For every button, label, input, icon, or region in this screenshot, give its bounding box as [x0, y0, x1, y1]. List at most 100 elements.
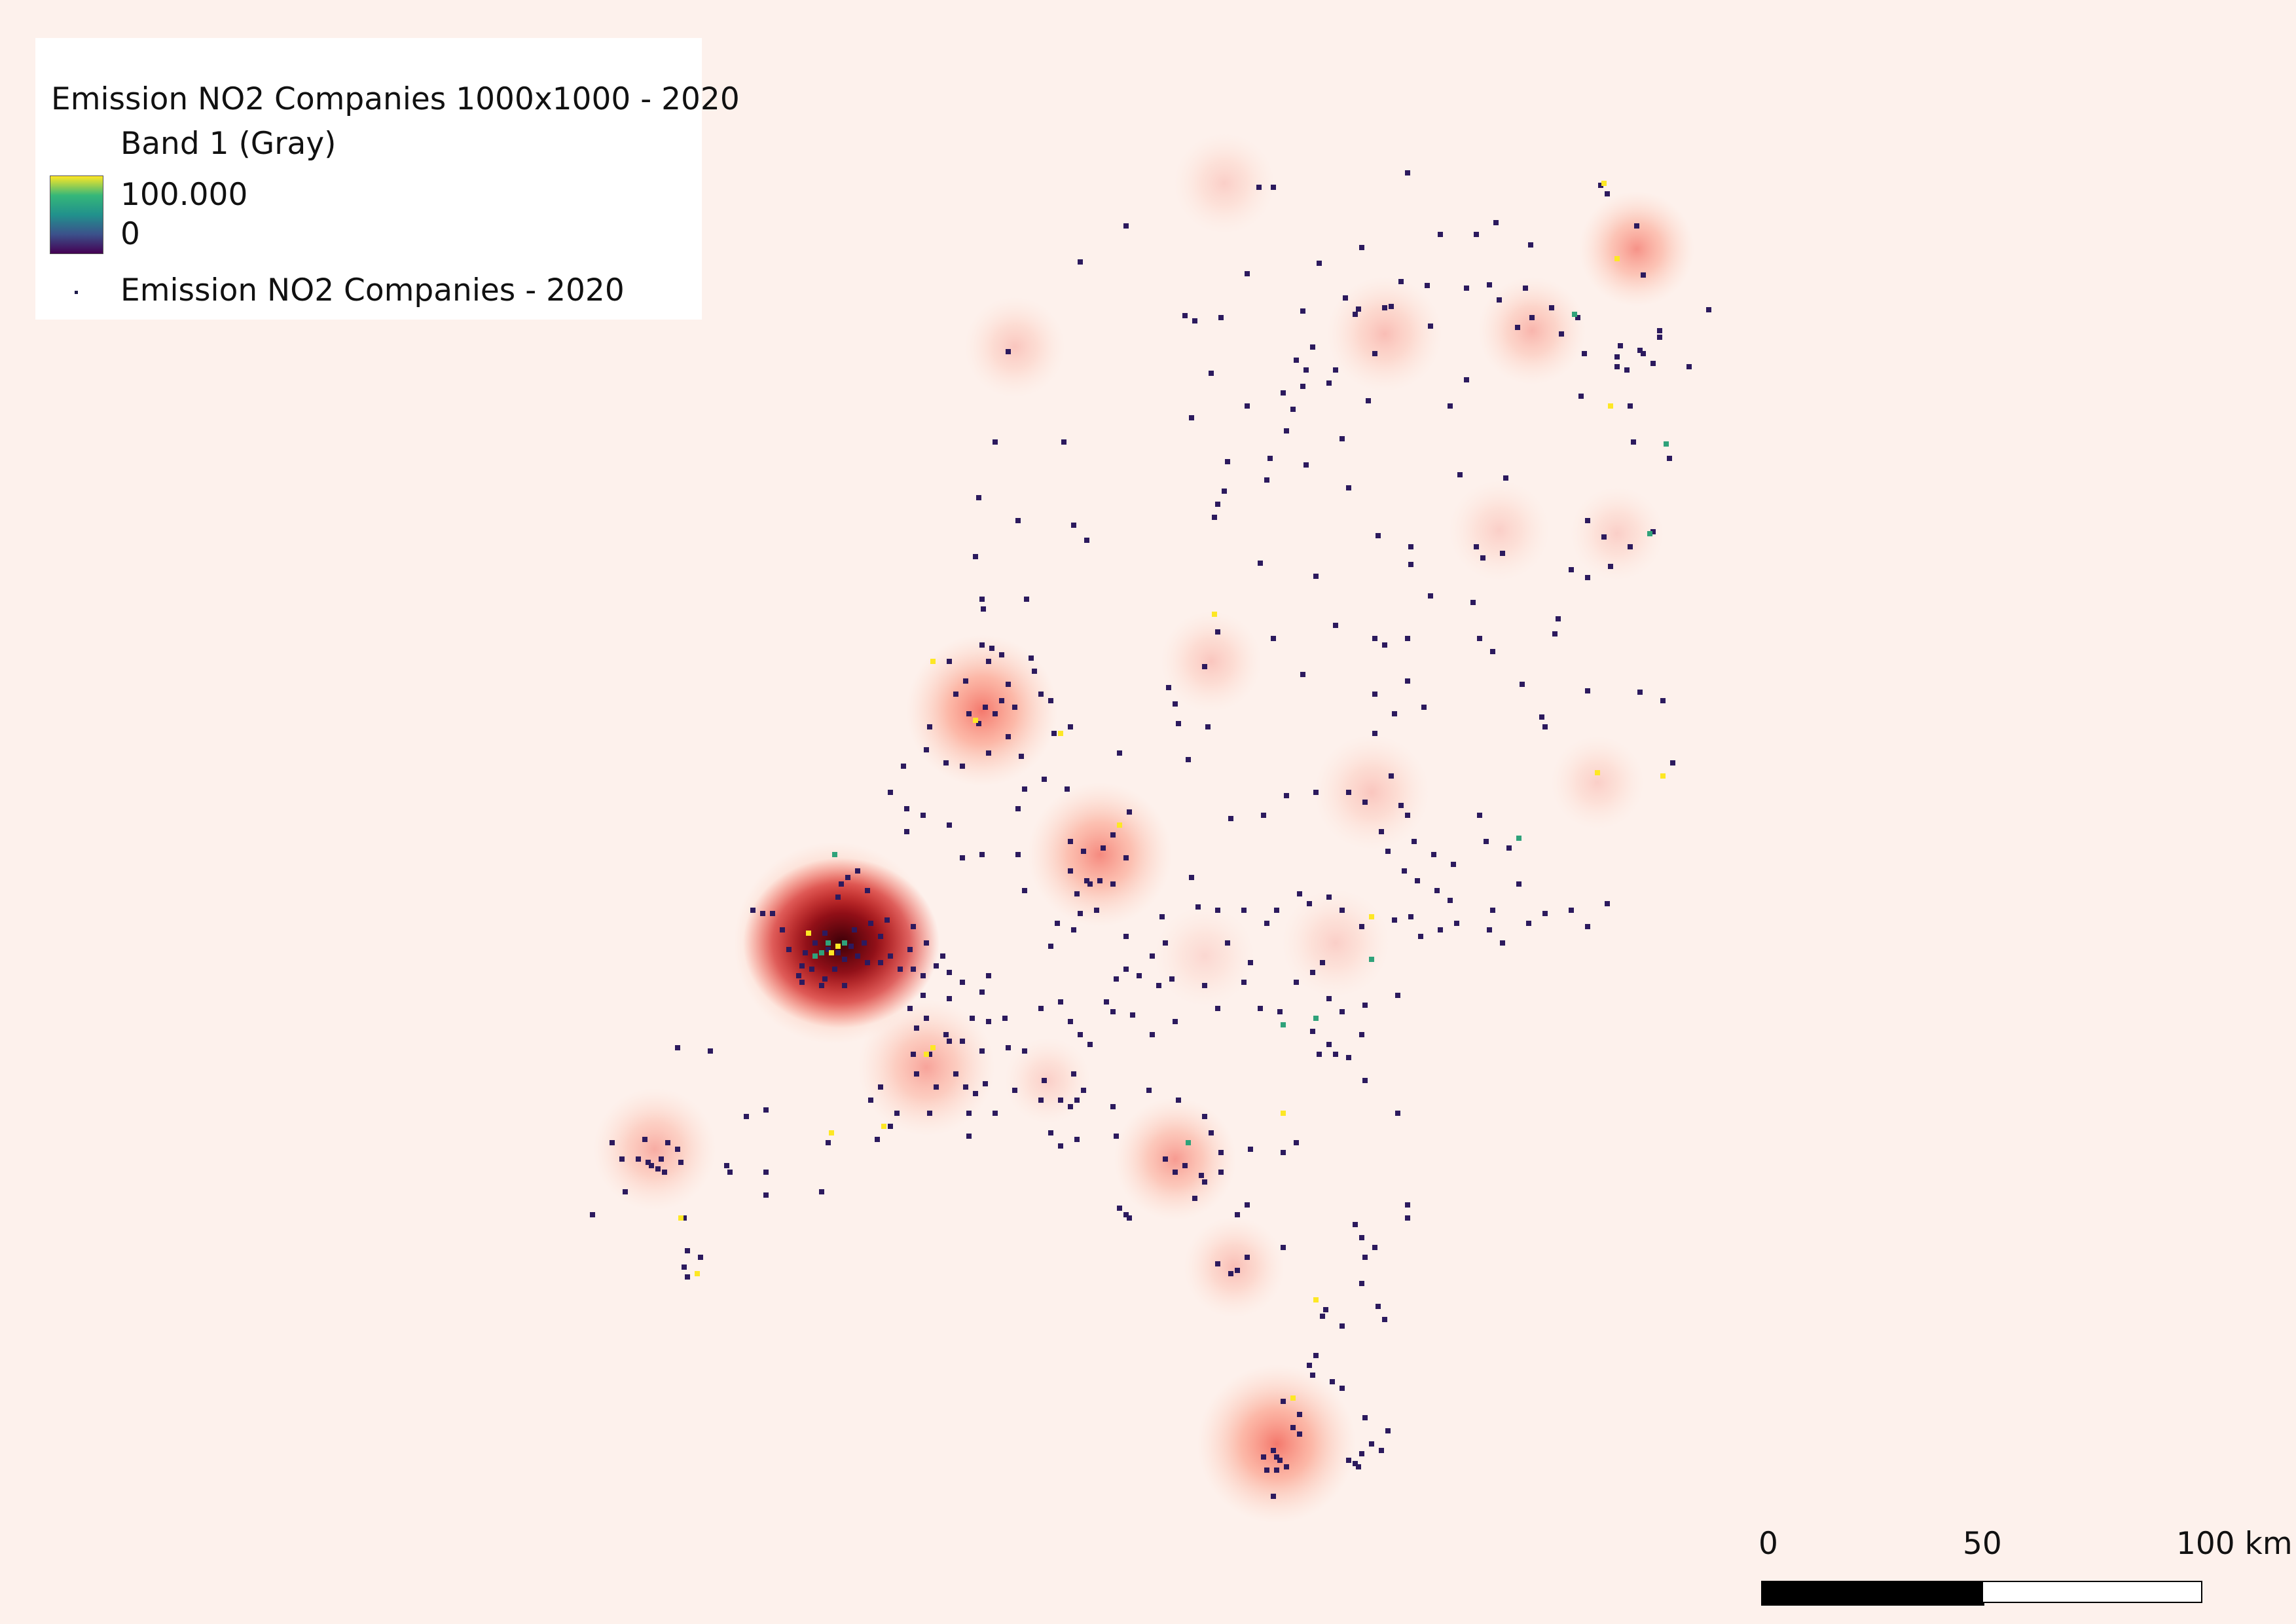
emission-point	[1012, 1088, 1017, 1093]
emission-point	[1395, 993, 1400, 998]
emission-point	[960, 855, 965, 860]
emission-point	[1650, 361, 1656, 366]
emission-point	[1500, 940, 1505, 946]
emission-point	[1339, 908, 1345, 913]
emission-point	[1660, 698, 1666, 703]
emission-point	[1515, 325, 1520, 330]
emission-point	[986, 973, 991, 978]
emission-point	[1169, 976, 1175, 982]
emission-point	[894, 1111, 900, 1116]
emission-point	[1369, 914, 1374, 919]
emission-point	[1074, 1137, 1080, 1142]
emission-point	[819, 1189, 824, 1194]
emission-point	[1058, 999, 1063, 1005]
emission-point	[1068, 1104, 1073, 1109]
emission-point	[685, 1248, 690, 1253]
emission-point	[1408, 562, 1413, 567]
emission-point	[1585, 688, 1590, 693]
emission-point	[1389, 773, 1394, 779]
emission-point	[1192, 318, 1197, 323]
emission-point	[1038, 1006, 1044, 1011]
emission-point	[1189, 875, 1194, 880]
emission-point	[1123, 1212, 1129, 1217]
emission-point	[1110, 1104, 1116, 1109]
emission-point	[1585, 575, 1590, 580]
emission-point	[979, 852, 985, 857]
emission-point	[845, 875, 850, 880]
emission-point	[1074, 1098, 1080, 1103]
heat-spot	[1184, 1217, 1285, 1318]
emission-point	[829, 1130, 834, 1135]
emission-point	[682, 1215, 687, 1221]
emission-point	[1114, 976, 1119, 982]
map-legend: Emission NO2 Companies 1000x1000 - 2020 …	[35, 38, 740, 320]
emission-point	[786, 947, 792, 952]
emission-point	[1058, 1143, 1063, 1149]
emission-point	[1038, 692, 1044, 697]
heat-spot	[1161, 611, 1262, 712]
emission-point	[1585, 924, 1590, 929]
emission-point	[1248, 960, 1253, 965]
emission-point	[1569, 567, 1574, 572]
emission-point	[1605, 191, 1610, 196]
emission-point	[1068, 1019, 1073, 1024]
emission-point	[1376, 1304, 1381, 1309]
emission-point	[1608, 403, 1613, 409]
emission-point	[1520, 682, 1525, 687]
emission-point	[1464, 377, 1469, 382]
emission-point	[976, 495, 981, 500]
emission-point	[1317, 1052, 1322, 1057]
emission-point	[642, 1137, 647, 1142]
emission-point	[1346, 485, 1351, 490]
emission-point	[1156, 983, 1161, 988]
emission-point	[1451, 862, 1456, 867]
emission-point	[1074, 891, 1080, 896]
emission-point	[1071, 927, 1076, 932]
legend-band-label: Band 1 (Gray)	[120, 126, 337, 162]
emission-point	[927, 1052, 932, 1057]
emission-point	[1372, 636, 1377, 641]
emission-point	[1281, 1150, 1286, 1155]
emission-point	[1215, 1261, 1220, 1266]
emission-point	[1434, 888, 1440, 893]
emission-point	[1281, 1022, 1286, 1027]
emission-point	[1271, 1494, 1276, 1499]
heat-spot	[858, 999, 995, 1136]
emission-point	[930, 1045, 936, 1050]
emission-point	[1516, 881, 1522, 887]
heat-spot	[1028, 783, 1172, 927]
emission-point	[1150, 953, 1155, 959]
emission-point	[1641, 351, 1646, 356]
emission-point	[1353, 1461, 1358, 1466]
emission-point	[1405, 813, 1410, 818]
emission-point	[973, 554, 978, 559]
emission-point	[934, 963, 939, 969]
emission-point	[999, 698, 1004, 703]
emission-point	[1379, 829, 1384, 834]
emission-point	[1261, 813, 1266, 818]
emission-point	[875, 1137, 880, 1142]
emission-point	[868, 1098, 873, 1103]
emission-point	[1284, 428, 1289, 434]
emission-point	[1343, 295, 1348, 301]
emission-point	[1173, 1019, 1178, 1024]
emission-point	[1614, 256, 1620, 261]
emission-point	[1029, 655, 1034, 661]
emission-point	[1477, 813, 1482, 818]
heat-spot	[1114, 1098, 1237, 1221]
emission-point	[1241, 908, 1247, 913]
emission-point	[855, 868, 860, 874]
emission-point	[970, 1016, 975, 1021]
emission-point	[963, 1084, 968, 1090]
emission-point	[610, 1140, 615, 1145]
emission-point	[1637, 690, 1643, 695]
emission-point	[1421, 705, 1427, 710]
emission-point	[1490, 908, 1495, 913]
emission-point	[1042, 1078, 1047, 1083]
emission-point	[1330, 1379, 1335, 1384]
emission-point	[973, 718, 978, 723]
heat-spot	[1327, 276, 1442, 392]
emission-point	[1068, 868, 1073, 874]
emission-point	[727, 1170, 733, 1175]
